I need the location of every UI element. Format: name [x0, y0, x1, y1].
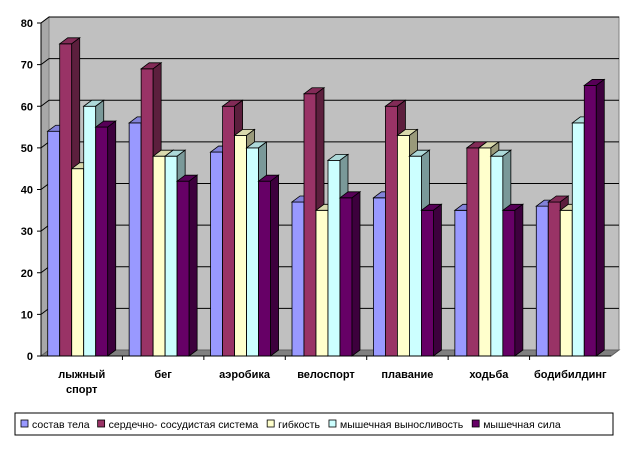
bar [501, 203, 525, 357]
y-tick-label: 40 [21, 185, 33, 197]
legend-swatch [266, 419, 275, 428]
bar [94, 120, 117, 357]
y-tick-label: 80 [21, 18, 33, 30]
y-tick-label: 20 [21, 268, 33, 280]
gridline [40, 16, 619, 24]
y-tick-label: 60 [21, 101, 33, 113]
bar [175, 174, 199, 357]
bar [583, 78, 606, 357]
legend-swatch [471, 419, 480, 428]
bar [257, 174, 280, 357]
legend [14, 412, 614, 436]
legend-swatch [97, 419, 106, 428]
x-tick-label: лыжный спорт [58, 369, 105, 396]
legend-entry: гибкость [278, 419, 320, 431]
x-tick-label: ходьба [469, 369, 509, 381]
y-tick-label: 0 [27, 351, 33, 363]
y-tick-label: 70 [21, 60, 33, 72]
legend-swatch [328, 419, 337, 428]
y-tick-label: 30 [21, 226, 33, 238]
legend-entry: сердечно- сосудистая система [109, 419, 259, 431]
bar [338, 191, 362, 357]
bar [420, 203, 443, 357]
x-tick-label: бодибилдинг [534, 369, 607, 381]
y-tick-label: 10 [21, 309, 33, 321]
y-tick-label: 50 [21, 143, 33, 155]
legend-swatch [20, 419, 29, 428]
x-tick-label: плавание [381, 369, 433, 381]
x-tick-label: бег [154, 369, 172, 381]
gridline [40, 99, 619, 107]
legend-entry: мышечная сила [483, 419, 561, 431]
gridline [40, 58, 619, 66]
x-tick-label: велоспорт [297, 369, 355, 381]
x-tick-label: аэробика [219, 369, 271, 381]
legend-entry: состав тела [32, 419, 90, 431]
legend-entry: мышечная выносливость [340, 419, 464, 431]
